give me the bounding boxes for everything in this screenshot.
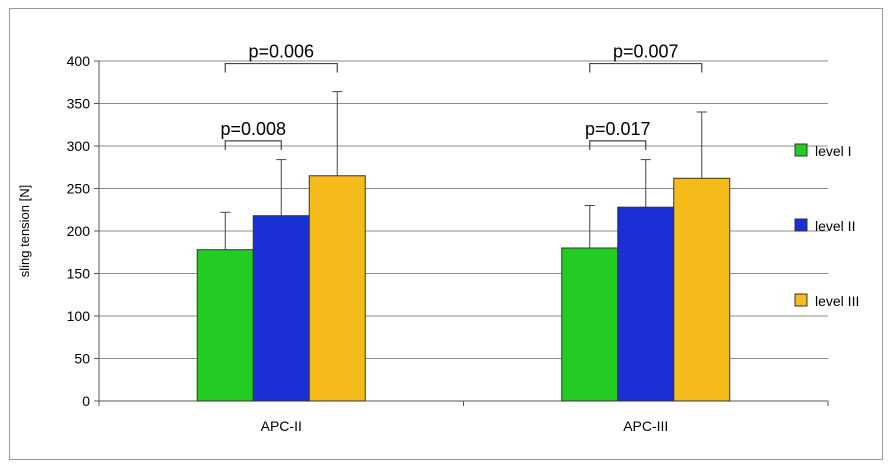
p-value-label: p=0.017 (585, 119, 651, 139)
bar-chart: 0 50 100 150 200 250 300 350 400 APC-II APC-III p=… (17, 42, 859, 434)
y-tick-label: 400 (67, 53, 91, 69)
legend-swatch (794, 293, 808, 307)
y-tick-label: 100 (67, 308, 91, 324)
p-value-label: p=0.007 (613, 42, 679, 62)
bar (252, 215, 310, 402)
significance-bracket (589, 140, 647, 150)
legend-swatch (794, 218, 808, 232)
x-tick-label: APC-III (623, 418, 668, 434)
y-tick-label: 200 (67, 223, 91, 239)
legend-label: level I (815, 143, 852, 159)
chart-frame: 0 50 100 150 200 250 300 350 400 APC-II APC-III p=… (9, 8, 883, 460)
significance-bracket (224, 62, 338, 73)
legend-swatch (794, 143, 808, 157)
y-tick-label: 50 (74, 351, 90, 367)
y-tick-label: 300 (67, 138, 91, 154)
bar (308, 175, 366, 402)
significance-bracket (589, 62, 703, 73)
bar (561, 247, 619, 402)
x-tick-label: APC-II (261, 418, 302, 434)
p-value-label: p=0.008 (220, 119, 286, 139)
y-tick-label: 350 (67, 96, 91, 112)
legend-label: level II (815, 218, 855, 234)
p-value-label: p=0.006 (248, 42, 314, 62)
y-tick-label: 150 (67, 266, 91, 282)
y-tick-label: 250 (67, 181, 91, 197)
y-tick-label: 0 (82, 393, 90, 409)
significance-bracket (224, 140, 282, 150)
bar (196, 249, 254, 402)
bar (673, 177, 731, 402)
bar (617, 206, 675, 402)
legend-label: level III (815, 293, 859, 309)
y-axis-label: sling tension [N] (17, 185, 32, 278)
